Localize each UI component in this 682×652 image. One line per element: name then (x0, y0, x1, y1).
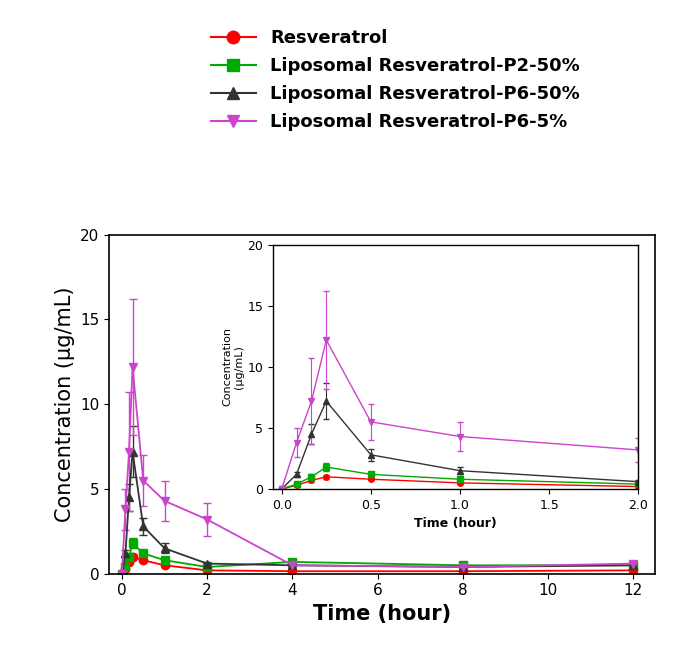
X-axis label: Time (hour): Time (hour) (313, 604, 451, 624)
Legend: Resveratrol, Liposomal Resveratrol-P2-50%, Liposomal Resveratrol-P6-50%, Liposom: Resveratrol, Liposomal Resveratrol-P2-50… (204, 22, 587, 138)
Y-axis label: Concentration (μg/mL): Concentration (μg/mL) (55, 286, 74, 522)
